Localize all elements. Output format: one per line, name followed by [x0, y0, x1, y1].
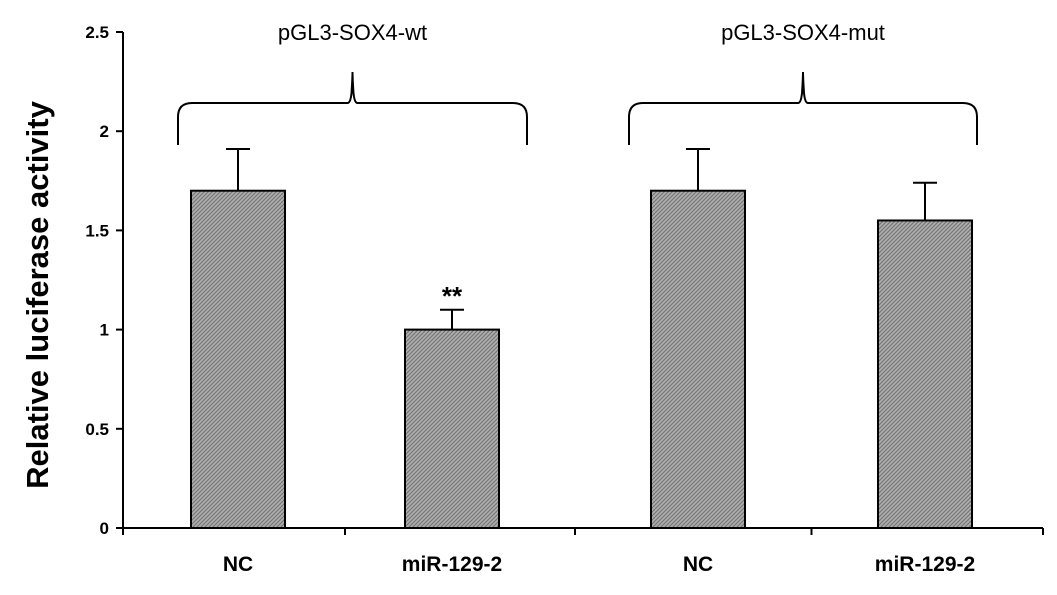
y-tick-label: 0.5 — [85, 420, 109, 439]
y-tick-label: 2.5 — [85, 23, 109, 42]
y-tick-label: 1 — [100, 321, 109, 340]
x-category-label: NC — [223, 553, 253, 576]
bar — [190, 189, 286, 529]
y-tick-label: 1.5 — [85, 221, 109, 240]
group-annotations: pGL3-SOX4-wt pGL3-SOX4-mut — [177, 20, 978, 145]
bar — [650, 189, 746, 529]
y-tick-label: 2 — [100, 122, 109, 141]
x-axis: NC miR-129-2 NC miR-129-2 — [122, 527, 1044, 576]
group-label: pGL3-SOX4-mut — [721, 20, 885, 45]
x-category-label: miR-129-2 — [875, 553, 975, 576]
group-brace — [628, 71, 978, 145]
group-label: pGL3-SOX4-wt — [278, 20, 427, 45]
error-bars: ** — [226, 148, 937, 330]
y-axis-label: Relative luciferase activity — [20, 100, 55, 488]
significance-marker: ** — [442, 281, 463, 311]
group-brace — [177, 71, 528, 145]
bar — [404, 328, 500, 529]
x-category-label: miR-129-2 — [402, 553, 502, 576]
bar — [877, 219, 973, 529]
x-category-label: NC — [683, 553, 713, 576]
bars — [190, 189, 973, 529]
y-axis: 0 0.5 1 1.5 2 2.5 — [85, 23, 124, 538]
y-tick-label: 0 — [100, 519, 109, 538]
